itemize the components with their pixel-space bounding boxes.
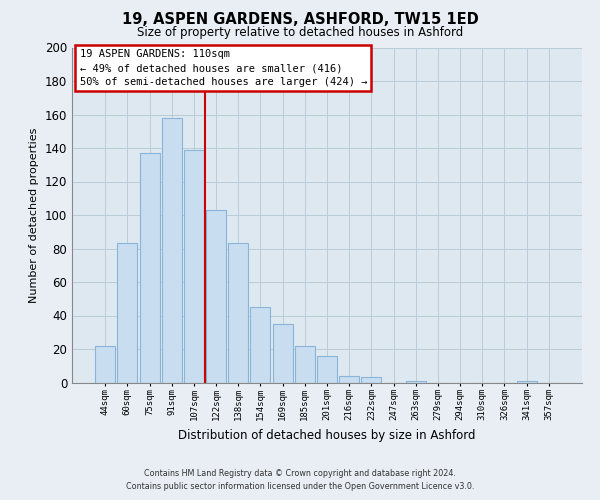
Bar [118,244,137,382]
Bar [517,381,536,382]
Bar [206,210,226,382]
Bar [272,324,293,382]
Bar [295,346,315,383]
Bar [406,381,426,382]
Y-axis label: Number of detached properties: Number of detached properties [29,128,39,302]
Bar [184,150,204,382]
Bar [228,244,248,382]
Bar [162,118,182,382]
Text: Contains HM Land Registry data © Crown copyright and database right 2024.
Contai: Contains HM Land Registry data © Crown c… [126,469,474,491]
Text: 19 ASPEN GARDENS: 110sqm
← 49% of detached houses are smaller (416)
50% of semi-: 19 ASPEN GARDENS: 110sqm ← 49% of detach… [80,49,367,87]
X-axis label: Distribution of detached houses by size in Ashford: Distribution of detached houses by size … [178,428,476,442]
Bar [250,307,271,382]
Bar [140,153,160,382]
Bar [317,356,337,382]
Text: Size of property relative to detached houses in Ashford: Size of property relative to detached ho… [137,26,463,39]
Text: 19, ASPEN GARDENS, ASHFORD, TW15 1ED: 19, ASPEN GARDENS, ASHFORD, TW15 1ED [122,12,478,28]
Bar [361,378,382,382]
Bar [339,376,359,382]
Bar [95,346,115,383]
